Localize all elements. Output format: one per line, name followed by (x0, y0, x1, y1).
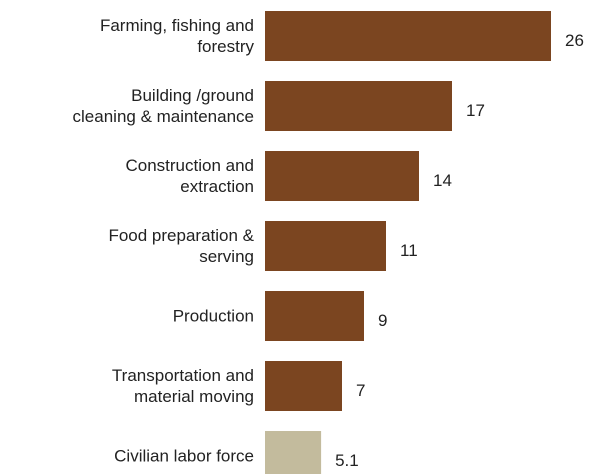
value-label: 9 (378, 311, 388, 330)
category-label: Construction and extraction (125, 156, 254, 196)
value-label: 11 (400, 241, 418, 260)
category-label: Production (172, 306, 254, 326)
category-label: Farming, fishing and forestry (99, 16, 254, 56)
bar (265, 81, 452, 131)
bar (265, 221, 386, 271)
bar (265, 431, 322, 474)
category-label: Building /ground cleaning & maintenance (72, 86, 254, 126)
category-label: Civilian labor force (114, 446, 254, 466)
bar (265, 291, 364, 341)
bar (265, 151, 419, 201)
category-label: Food preparation & serving (108, 226, 254, 266)
value-label: 17 (466, 101, 485, 120)
category-label: Transportation and material moving (111, 366, 254, 406)
value-label: 14 (433, 171, 452, 190)
value-label: 5.1 (335, 451, 359, 470)
value-label: 26 (565, 31, 584, 50)
value-label: 7 (356, 381, 366, 400)
bar (265, 11, 551, 61)
bar (265, 361, 342, 411)
